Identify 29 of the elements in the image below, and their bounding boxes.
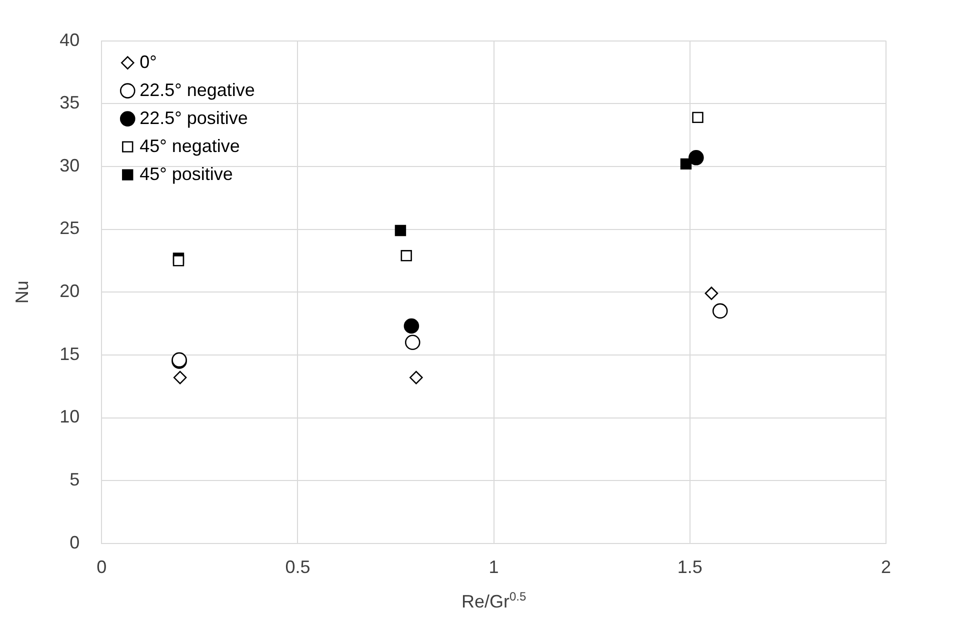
legend-label: 45° positive: [140, 164, 233, 184]
point: [172, 255, 184, 266]
y-tick-label: 20: [60, 281, 80, 302]
y-axis-title: Nu: [12, 280, 32, 304]
y-tick-label: 35: [60, 92, 80, 113]
y-tick-label: 5: [70, 470, 80, 490]
y-tick-label: 25: [60, 218, 80, 238]
point: [704, 286, 718, 300]
point: [400, 250, 412, 262]
point: [404, 318, 420, 334]
y-tick-label: 40: [60, 30, 80, 50]
point: [410, 370, 423, 384]
x-tick-label: 0: [96, 557, 107, 578]
legend-label: 45° negative: [140, 136, 240, 156]
point: [692, 112, 704, 124]
y-tick-label: 10: [60, 406, 80, 427]
y-tick-label: 0: [70, 532, 80, 552]
x-tick-label: 0.5: [285, 557, 310, 578]
y-tick-label: 30: [60, 155, 80, 176]
point: [688, 150, 704, 166]
y-tick-label: 15: [60, 344, 80, 364]
x-tick-label: 2: [880, 557, 892, 578]
point: [173, 370, 187, 384]
legend-label: 22.5° negative: [140, 80, 255, 100]
legend-label: 22.5° positive: [140, 108, 248, 128]
point: [394, 224, 406, 236]
x-tick-label: 1: [488, 557, 499, 578]
legend-label: 0°: [140, 52, 157, 72]
x-tick-label: 1.5: [677, 557, 702, 578]
